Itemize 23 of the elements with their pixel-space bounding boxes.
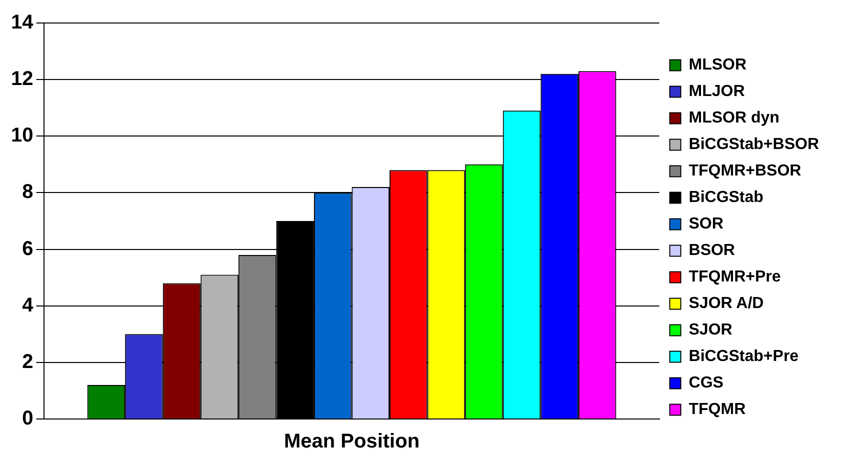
- legend-label: TFQMR+BSOR: [688, 162, 802, 180]
- legend-label: BiCGStab+BSOR: [688, 136, 820, 154]
- legend-label: BSOR: [688, 242, 736, 260]
- y-tick-label: 4: [22, 294, 34, 316]
- y-tick-label: 14: [10, 12, 34, 34]
- legend-label: BiCGStab: [688, 189, 764, 206]
- legend-label: TFQMR+Pre: [688, 268, 781, 286]
- legend-label: MLSOR: [688, 56, 747, 74]
- legend-label: MLSOR dyn: [688, 110, 780, 127]
- y-tick-label: 8: [22, 181, 34, 204]
- y-tick-label: 0: [22, 408, 34, 430]
- legend-label: TFQMR: [688, 401, 746, 418]
- legend-label: BiCGStab+Pre: [688, 348, 799, 366]
- legend-label: SJOR: [688, 322, 733, 339]
- legend-label: SOR: [688, 216, 724, 233]
- y-tick-label: 10: [10, 124, 34, 147]
- x-tick-label: Mean Position: [284, 430, 420, 453]
- legend-label: CGS: [688, 374, 724, 392]
- y-tick-label: 2: [22, 350, 34, 373]
- legend-label: MLJOR: [688, 83, 746, 100]
- legend-label: SJOR A/D: [688, 295, 764, 312]
- y-tick-label: 6: [22, 238, 34, 260]
- y-tick-label: 12: [10, 68, 34, 90]
